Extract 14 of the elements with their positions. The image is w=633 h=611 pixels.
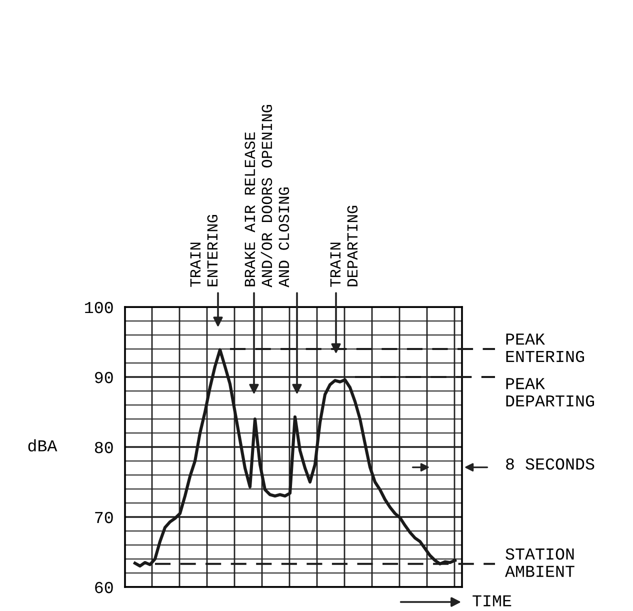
ref-line-label: PEAK ENTERING — [506, 334, 584, 362]
text: TRAIN DEPARTING — [330, 206, 358, 287]
text: 8 SECONDS — [506, 458, 594, 470]
ref-line-label: PEAK DEPARTING — [506, 378, 594, 407]
text: BRAKE AIR RELEASE AND/OR DOORS OPENING AND CLOSING — [244, 104, 290, 288]
y-tick-label: 100 — [85, 302, 113, 314]
y-tick-label: 60 — [95, 582, 113, 594]
y-axis-title: dBA — [28, 439, 58, 452]
ref-line-label: STATION AMBIENT — [505, 548, 574, 577]
y-tick-label: 80 — [94, 442, 113, 454]
text: TIME — [472, 595, 512, 606]
text: TRAIN ENTERING — [190, 214, 218, 287]
y-tick-label: 70 — [95, 512, 113, 524]
y-tick-label: 90 — [95, 372, 113, 384]
